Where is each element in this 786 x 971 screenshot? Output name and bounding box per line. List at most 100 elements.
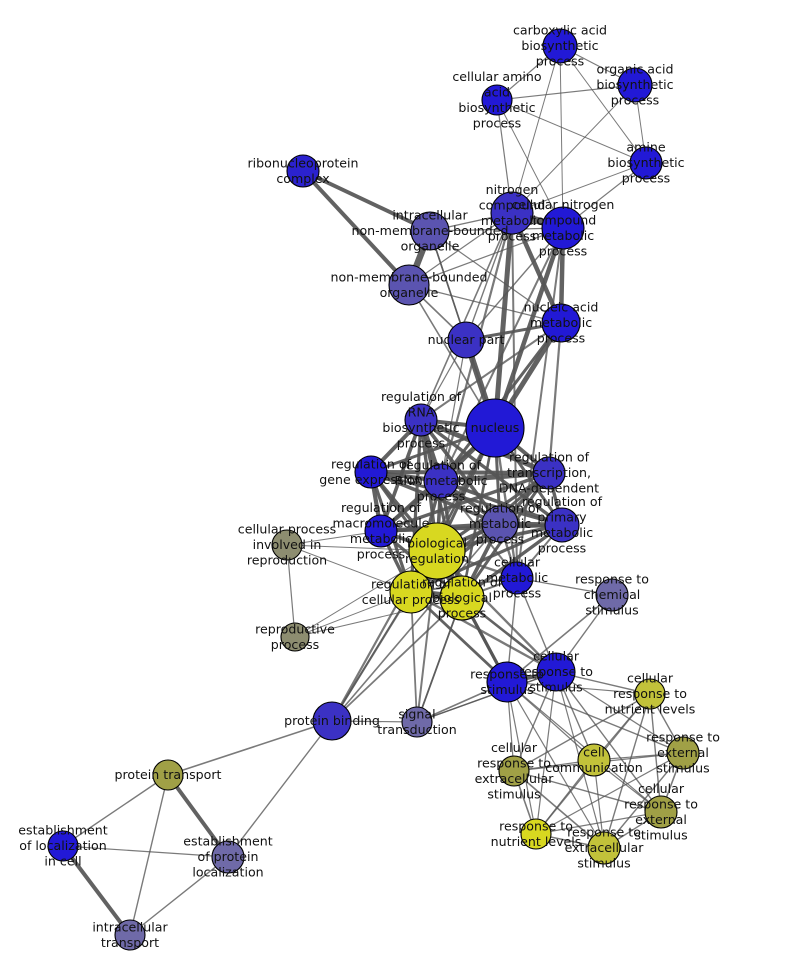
graph-node-cellular_response_to_extracellular_stimulus[interactable]: cellular response to extracellular stimu…	[498, 755, 530, 787]
graph-node-regulation_of_transcription_dna_dependent[interactable]: regulation of transcription, DNA-depende…	[532, 456, 566, 490]
graph-node-regulation_of_metabolic_process[interactable]: regulation of metabolic process	[481, 505, 519, 543]
graph-node-signal_transduction[interactable]: signal transduction	[401, 706, 433, 738]
graph-edge	[369, 470, 551, 475]
graph-node-nitrogen_compound_metabolic_process[interactable]: nitrogen compound metabolic process	[490, 191, 534, 235]
graph-edge	[408, 227, 564, 286]
graph-node-label-nuclear_part: nuclear part	[428, 332, 505, 347]
graph-node-label-response_to_external_stimulus: response to external stimulus	[646, 729, 720, 775]
graph-node-regulation_of_cellular_process[interactable]: regulation of cellular process	[389, 570, 433, 614]
graph-edge	[409, 523, 564, 594]
graph-node-label-response_to_extracellular_stimulus: response to extracellular stimulus	[565, 824, 645, 870]
graph-edge	[62, 774, 169, 847]
graph-node-label-ribonucleoprotein_complex: ribonucleoprotein complex	[248, 155, 359, 186]
graph-edge	[513, 770, 662, 813]
graph-edge	[511, 162, 647, 214]
graph-node-response_to_stimulus[interactable]: response to stimulus	[486, 661, 528, 703]
graph-node-response_to_external_stimulus[interactable]: response to external stimulus	[666, 736, 700, 770]
graph-node-nucleus[interactable]: nucleus	[465, 398, 525, 458]
graph-node-response_to_chemical_stimulus[interactable]: response to chemical stimulus	[595, 578, 629, 612]
graph-edge	[496, 84, 636, 101]
graph-node-establishment_of_protein_localization[interactable]: establishment of protein localization	[211, 840, 245, 874]
graph-edge	[535, 752, 684, 835]
graph-node-nucleic_acid_metabolic_process[interactable]: nucleic acid metabolic process	[541, 303, 581, 343]
graph-edge	[555, 671, 684, 754]
graph-node-label-regulation_of_primary_metabolic_process: regulation of primary metabolic process	[522, 493, 603, 555]
graph-node-cellular_process_involved_in_reproduction[interactable]: cellular process involved in reproductio…	[271, 529, 303, 561]
graph-node-regulation_of_gene_expression[interactable]: regulation of gene expression	[354, 455, 388, 489]
graph-edge	[227, 720, 333, 858]
graph-node-protein_transport[interactable]: protein transport	[152, 759, 184, 791]
graph-node-amine_biosynthetic_process[interactable]: amine biosynthetic process	[629, 146, 663, 180]
graph-node-regulation_of_primary_metabolic_process[interactable]: regulation of primary metabolic process	[544, 507, 580, 543]
graph-node-non_membrane_bounded_organelle[interactable]: non-membrane-bounded organelle	[388, 264, 430, 306]
graph-node-establishment_of_localization_in_cell[interactable]: establishment of localization in cell	[47, 830, 79, 862]
graph-node-label-carboxylic_acid_biosynthetic_process: carboxylic acid biosynthetic process	[513, 22, 607, 68]
graph-edge	[496, 99, 564, 229]
graph-node-response_to_extracellular_stimulus[interactable]: response to extracellular stimulus	[587, 831, 621, 865]
graph-node-protein_binding[interactable]: protein binding	[312, 701, 352, 741]
graph-node-cellular_response_to_stimulus[interactable]: cellular response to stimulus	[536, 652, 576, 692]
graph-edge	[301, 169, 411, 287]
graph-node-reproductive_process[interactable]: reproductive process	[280, 622, 310, 652]
graph-node-cellular_amino_acid_biosynthetic_process[interactable]: cellular amino acid biosynthetic process	[481, 84, 513, 116]
graph-node-carboxylic_acid_biosynthetic_process[interactable]: carboxylic acid biosynthetic process	[542, 28, 578, 64]
svg-text:nuclear part: nuclear part	[428, 332, 505, 347]
graph-node-label-nitrogen_compound_metabolic_process: nitrogen compound metabolic process	[479, 181, 546, 243]
graph-node-label-cellular_amino_acid_biosynthetic_process: cellular amino acid biosynthetic process	[452, 68, 542, 130]
graph-node-cell_communication[interactable]: cell communication	[577, 743, 611, 777]
graph-node-cellular_response_to_external_stimulus[interactable]: cellular response to external stimulus	[644, 795, 678, 829]
graph-node-ribonucleoprotein_complex[interactable]: ribonucleoprotein complex	[286, 154, 320, 188]
graph-node-regulation_of_rna_biosynthetic_process[interactable]: regulation of RNA biosynthetic process	[404, 403, 438, 437]
graph-node-response_to_nutrient_levels[interactable]: response to nutrient levels	[520, 818, 552, 850]
graph-edge	[603, 693, 651, 849]
graph-node-label-establishment_of_protein_localization: establishment of protein localization	[183, 833, 272, 879]
graph-edge	[409, 590, 558, 674]
graph-node-intracellular_transport[interactable]: intracellular transport	[114, 919, 146, 951]
graph-edge	[465, 227, 564, 341]
graph-edge	[61, 844, 132, 937]
graph-node-label-cellular_response_to_stimulus: cellular response to stimulus	[519, 648, 593, 694]
graph-edge	[492, 210, 515, 431]
graph-node-label-regulation_of_cellular_process: regulation of cellular process	[362, 576, 460, 607]
graph-edge	[511, 84, 636, 214]
graph-node-cellular_metabolic_process[interactable]: cellular metabolic process	[500, 561, 534, 595]
graph-node-organic_acid_biosynthetic_process[interactable]: organic acid biosynthetic process	[617, 67, 653, 103]
graph-node-regulation_of_biological_process[interactable]: regulation of biological process	[439, 575, 485, 621]
graph-edge	[506, 681, 684, 754]
graph-edge	[408, 284, 562, 324]
graph-node-label-intracellular_non_membrane_bounded_organelle: intracellular non-membrane-bounded organel…	[351, 207, 508, 253]
graph-edge	[331, 523, 501, 722]
graph-node-regulation_of_macromolecule_metabolic_process[interactable]: regulation of macromolecule metabolic pr…	[364, 514, 398, 548]
graph-node-cellular_nitrogen_compound_metabolic_process[interactable]: cellular nitrogen compound metabolic pro…	[541, 206, 585, 250]
graph-node-regulation_of_rna_metabolic_process[interactable]: regulation of RNA metabolic process	[423, 463, 459, 499]
graph-node-nuclear_part[interactable]: nuclear part	[447, 321, 485, 359]
graph-node-biological_regulation[interactable]: biological regulation	[408, 522, 466, 580]
graph-node-label-cellular_process_involved_in_reproduction: cellular process involved in reproduction	[238, 521, 336, 567]
graph-node-label-cellular_response_to_extracellular_stimulus: cellular response to extracellular stimulus	[475, 739, 555, 801]
nodes-layer[interactable]: carboxylic acid biosynthetic process orga…	[47, 28, 700, 951]
graph-edge	[409, 590, 509, 684]
graph-node-cellular_response_to_nutrient_levels[interactable]: cellular response to nutrient levels	[634, 678, 666, 710]
graph-node-intracellular_non_membrane_bounded_organelle[interactable]: intracellular non-membrane-bounded organ…	[410, 211, 450, 251]
graph-edge	[603, 752, 684, 849]
